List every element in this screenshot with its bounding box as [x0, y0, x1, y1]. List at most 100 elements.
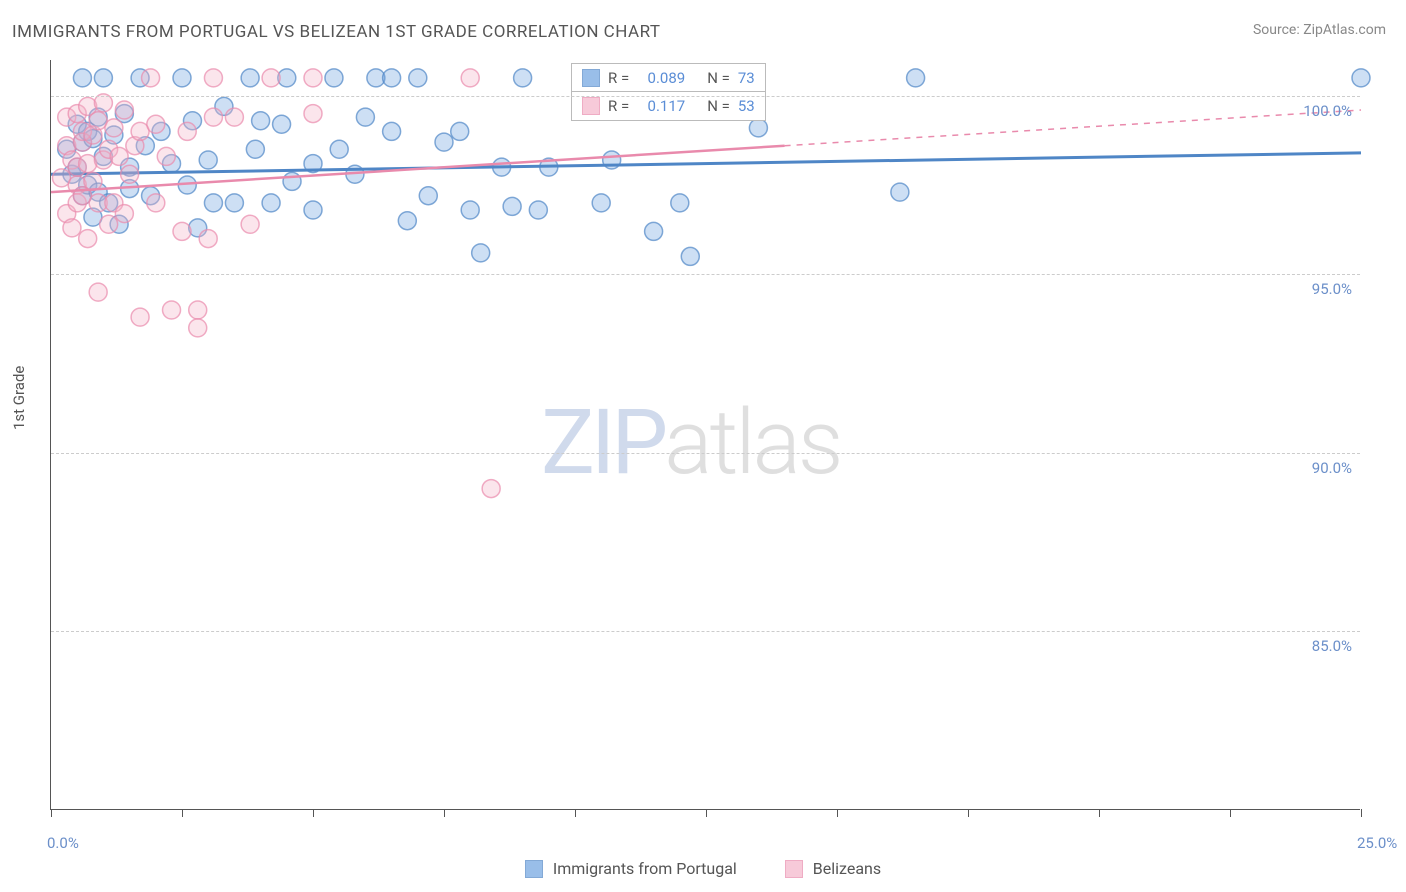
- x-tick: [313, 809, 314, 817]
- data-point: [461, 201, 479, 219]
- data-point: [225, 108, 243, 126]
- gridline: [51, 96, 1360, 97]
- y-tick-label: 90.0%: [1312, 459, 1352, 477]
- data-point: [409, 69, 427, 87]
- data-point: [131, 308, 149, 326]
- data-point: [681, 247, 699, 265]
- data-point: [907, 69, 925, 87]
- data-point: [529, 201, 547, 219]
- y-tick-label: 100.0%: [1303, 102, 1352, 120]
- data-point: [173, 69, 191, 87]
- legend-r-value: 0.089: [637, 69, 685, 87]
- data-point: [472, 244, 490, 262]
- data-point: [115, 205, 133, 223]
- legend-n-value: 73: [738, 69, 755, 87]
- data-point: [79, 230, 97, 248]
- data-point: [503, 197, 521, 215]
- data-point: [189, 319, 207, 337]
- data-point: [199, 151, 217, 169]
- chart-svg: [51, 60, 1360, 809]
- data-point: [142, 69, 160, 87]
- x-tick: [706, 809, 707, 817]
- data-point: [304, 105, 322, 123]
- data-point: [273, 115, 291, 133]
- legend-n-label: N =: [707, 69, 730, 87]
- trend-line-extrapolated: [785, 110, 1361, 146]
- x-tick: [182, 809, 183, 817]
- data-point: [225, 194, 243, 212]
- plot-area: ZIPatlas R =0.089N =73R =0.117N =53 85.0…: [50, 60, 1360, 810]
- data-point: [419, 187, 437, 205]
- data-point: [121, 165, 139, 183]
- data-point: [383, 69, 401, 87]
- data-point: [157, 147, 175, 165]
- data-point: [252, 112, 270, 130]
- data-point: [199, 230, 217, 248]
- legend-r-label: R =: [608, 97, 629, 115]
- data-point: [461, 69, 479, 87]
- data-point: [262, 69, 280, 87]
- legend-row: R = 0.089 N = 73: [572, 64, 765, 92]
- data-point: [1352, 69, 1370, 87]
- x-tick: [837, 809, 838, 817]
- data-point: [100, 215, 118, 233]
- data-point: [115, 101, 133, 119]
- legend-n-label: N =: [707, 97, 730, 115]
- data-point: [204, 108, 222, 126]
- data-point: [163, 301, 181, 319]
- x-tick: [1361, 809, 1362, 817]
- legend-swatch: [785, 860, 803, 878]
- data-point: [514, 69, 532, 87]
- x-tick-label: 0.0%: [47, 834, 79, 852]
- data-point: [482, 480, 500, 498]
- data-point: [110, 147, 128, 165]
- data-point: [645, 222, 663, 240]
- data-point: [304, 69, 322, 87]
- legend-swatch: [582, 69, 600, 87]
- data-point: [63, 219, 81, 237]
- data-point: [283, 172, 301, 190]
- data-point: [398, 212, 416, 230]
- data-point: [173, 222, 191, 240]
- data-point: [451, 122, 469, 140]
- y-axis-label: 1st Grade: [10, 366, 28, 430]
- x-tick: [444, 809, 445, 817]
- data-point: [241, 215, 259, 233]
- legend-series-name: Immigrants from Portugal: [553, 859, 737, 878]
- data-point: [262, 194, 280, 212]
- x-tick: [575, 809, 576, 817]
- data-point: [671, 194, 689, 212]
- data-point: [304, 201, 322, 219]
- y-tick-label: 85.0%: [1312, 637, 1352, 655]
- legend-r-value: 0.117: [637, 97, 685, 115]
- chart-title: IMMIGRANTS FROM PORTUGAL VS BELIZEAN 1ST…: [12, 22, 661, 42]
- data-point: [178, 122, 196, 140]
- x-tick: [51, 809, 52, 817]
- data-point: [204, 69, 222, 87]
- trend-line: [51, 153, 1361, 174]
- data-point: [383, 122, 401, 140]
- x-tick: [1230, 809, 1231, 817]
- data-point: [147, 115, 165, 133]
- data-point: [246, 140, 264, 158]
- data-point: [94, 69, 112, 87]
- x-tick: [1099, 809, 1100, 817]
- data-point: [891, 183, 909, 201]
- data-point: [147, 194, 165, 212]
- data-point: [325, 69, 343, 87]
- legend-item: Belizeans: [785, 859, 881, 878]
- gridline: [51, 631, 1360, 632]
- data-point: [73, 69, 91, 87]
- x-tick: [968, 809, 969, 817]
- data-point: [435, 133, 453, 151]
- data-point: [189, 301, 207, 319]
- legend-item: Immigrants from Portugal: [525, 859, 737, 878]
- x-tick-label: 25.0%: [1357, 834, 1397, 852]
- source-label: Source: ZipAtlas.com: [1253, 22, 1386, 38]
- data-point: [89, 283, 107, 301]
- gridline: [51, 274, 1360, 275]
- legend-swatch: [525, 860, 543, 878]
- data-point: [330, 140, 348, 158]
- legend-swatch: [582, 97, 600, 115]
- legend-r-label: R =: [608, 69, 629, 87]
